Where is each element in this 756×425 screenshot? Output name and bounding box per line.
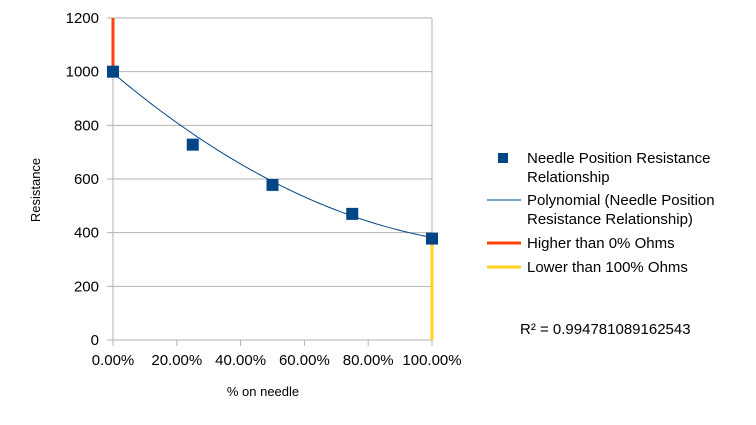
data-point xyxy=(186,138,199,151)
y-tick-label: 200 xyxy=(74,278,99,295)
y-tick-label: 600 xyxy=(74,171,99,188)
data-point xyxy=(266,178,279,191)
data-point xyxy=(346,207,359,220)
x-tick-label: 60.00% xyxy=(279,352,330,369)
x-tick-label: 80.00% xyxy=(343,352,394,369)
y-tick-label: 0 xyxy=(91,332,99,349)
tick-labels: 0 200 400 600 800 1000 1200 0.00% 20.00% 40.00% 60… xyxy=(66,10,462,369)
r-squared-annotation: R² = 0.994781089162543 xyxy=(520,321,691,338)
grid xyxy=(107,17,432,341)
trendline xyxy=(112,72,433,238)
data-point xyxy=(107,65,119,78)
x-tick-label: 0.00% xyxy=(92,352,135,369)
legend-label: Needle Position Resistance xyxy=(527,150,710,167)
y-tick-label: 400 xyxy=(74,225,99,242)
plot-area xyxy=(107,18,438,340)
legend-label: Higher than 0% Ohms xyxy=(527,235,675,252)
legend-label: Relationship xyxy=(527,169,610,186)
y-tick-label: 800 xyxy=(74,117,99,134)
legend-label: Resistance Relationship) xyxy=(527,211,693,228)
y-tick-label: 1000 xyxy=(66,64,99,81)
legend-label: Lower than 100% Ohms xyxy=(527,259,688,276)
legend-marker-square xyxy=(498,153,508,163)
x-tick-label: 100.00% xyxy=(402,352,461,369)
y-axis-title: Resistance xyxy=(28,158,43,222)
x-tick-label: 20.00% xyxy=(151,352,202,369)
legend-label: Polynomial (Needle Position xyxy=(527,192,715,209)
legend: Needle Position Resistance Relationship Po… xyxy=(487,150,715,276)
x-axis-title: % on needle xyxy=(227,384,299,399)
x-tick-label: 40.00% xyxy=(215,352,266,369)
data-point xyxy=(426,232,438,245)
y-tick-label: 1200 xyxy=(66,10,99,27)
